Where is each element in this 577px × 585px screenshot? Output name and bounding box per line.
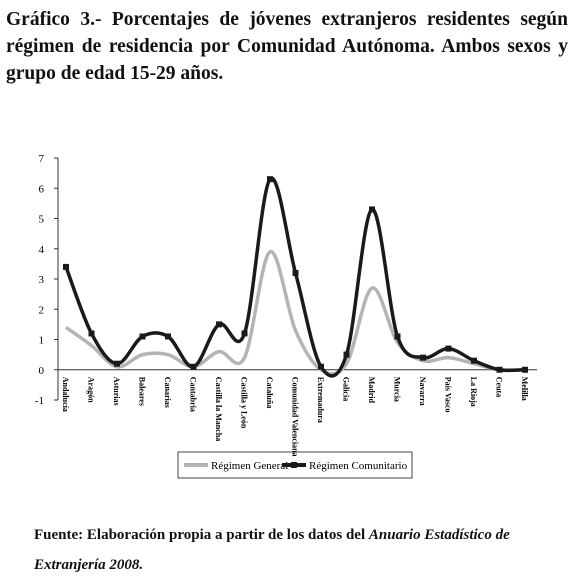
point-marker bbox=[139, 333, 146, 340]
point-marker bbox=[165, 333, 171, 340]
source-text: Fuente: Elaboración propia a partir de l… bbox=[34, 527, 366, 543]
y-tick-label: -1 bbox=[35, 395, 44, 407]
x-tick-label: Galicia bbox=[342, 377, 351, 401]
x-tick-label: La Rioja bbox=[469, 377, 478, 407]
point-marker bbox=[496, 366, 503, 373]
chart-title: Gráfico 3.- Porcentajes de jóvenes extra… bbox=[6, 9, 568, 84]
source: Fuente: Elaboración propia a partir de l… bbox=[34, 520, 564, 580]
point-marker bbox=[369, 206, 375, 213]
y-tick-label: 3 bbox=[39, 274, 45, 286]
point-marker bbox=[445, 345, 452, 352]
x-tick-label: Ceuta bbox=[495, 377, 504, 397]
y-tick-label: 7 bbox=[39, 153, 45, 165]
y-tick-label: 5 bbox=[39, 214, 45, 226]
y-tick-label: 1 bbox=[39, 335, 45, 347]
x-tick-label: Murcia bbox=[393, 377, 402, 402]
point-marker bbox=[420, 354, 426, 361]
y-tick-label: 6 bbox=[39, 183, 45, 195]
point-marker bbox=[292, 269, 299, 276]
point-marker bbox=[216, 321, 222, 328]
legend-label: Régimen General bbox=[211, 460, 288, 472]
y-tick-label: 2 bbox=[39, 304, 45, 316]
legend-label: Régimen Comunitario bbox=[309, 460, 408, 472]
x-tick-label: Castilla y León bbox=[240, 377, 249, 429]
point-marker bbox=[88, 330, 95, 337]
point-marker bbox=[190, 363, 197, 370]
y-tick-label: 0 bbox=[39, 365, 45, 377]
x-tick-label: Baleares bbox=[138, 377, 147, 406]
point-marker bbox=[522, 366, 528, 373]
point-marker bbox=[241, 330, 248, 337]
x-tick-label: Cantabria bbox=[189, 377, 198, 412]
x-tick-label: Asturias bbox=[112, 377, 121, 406]
point-marker bbox=[343, 351, 350, 358]
point-marker bbox=[63, 263, 69, 270]
y-tick-label: 4 bbox=[39, 244, 45, 256]
x-tick-label: Comunidad Valenciana bbox=[291, 377, 300, 457]
x-tick-label: Navarra bbox=[418, 377, 427, 406]
point-marker bbox=[267, 176, 273, 183]
series-line bbox=[64, 176, 526, 378]
point-marker bbox=[394, 333, 401, 340]
x-tick-label: Melilla bbox=[520, 377, 529, 401]
chart: -1 0 1 2 3 4 5 6 7 Andalucía Aragón Asturias Baleare… bbox=[35, 153, 537, 479]
x-tick-label: Aragón bbox=[87, 377, 96, 403]
x-tick-label: Castilla la Mancha bbox=[214, 377, 223, 441]
point-marker bbox=[318, 363, 324, 370]
x-tick-label: País Vasco bbox=[444, 377, 453, 413]
x-tick-label: Cataluña bbox=[265, 377, 274, 409]
series-line bbox=[64, 250, 526, 376]
x-tick-label: Madrid bbox=[367, 377, 376, 404]
legend-marker bbox=[291, 462, 297, 468]
point-marker bbox=[471, 357, 477, 364]
x-tick-label: Canarias bbox=[163, 377, 172, 408]
point-marker bbox=[114, 360, 120, 367]
x-tick-label: Andalucía bbox=[61, 377, 70, 412]
x-tick-label: Extremadura bbox=[316, 377, 325, 423]
source-italic: Anuario Estadístico de Extranjería 2008. bbox=[34, 527, 510, 573]
